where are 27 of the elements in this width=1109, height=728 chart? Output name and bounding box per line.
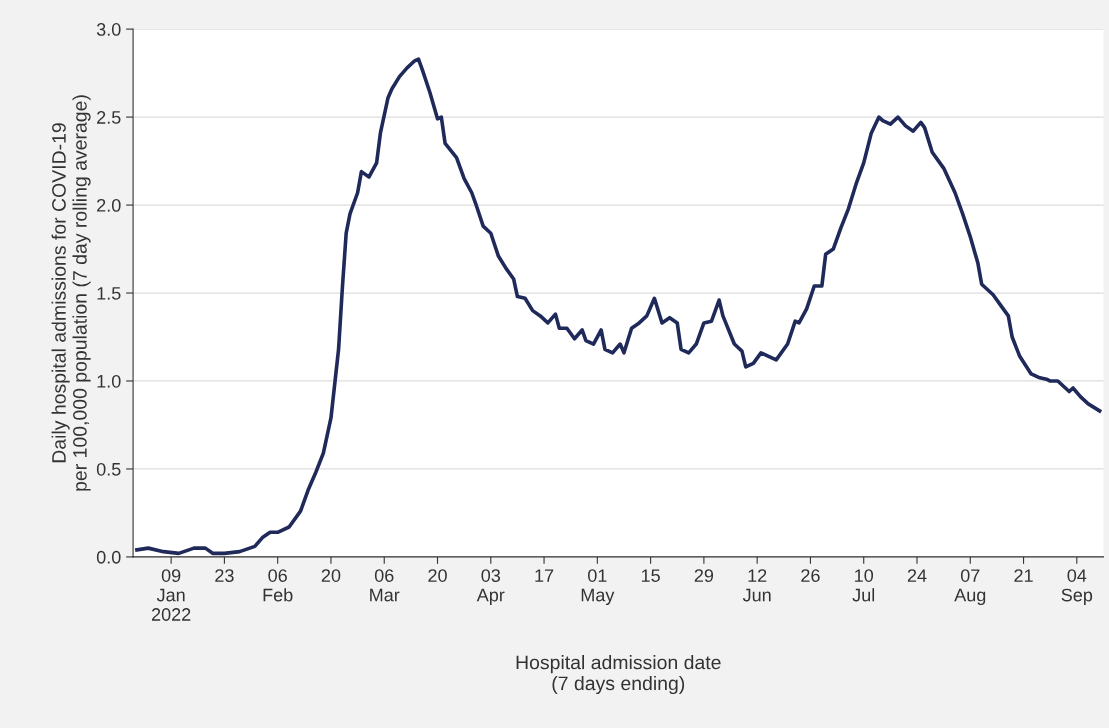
x-tick-label: 09 Jan 2022 [151, 569, 191, 621]
x-tick-label: 12 Jun [742, 569, 771, 602]
x-tick-label: 26 [801, 569, 820, 582]
x-tick-label: 10 Jul [852, 569, 875, 602]
y-tick-label: 0.5 [96, 462, 121, 476]
x-tick-label: 20 [321, 569, 341, 582]
y-tick-label: 2.0 [97, 198, 121, 212]
x-tick-label: 15 [641, 569, 660, 582]
x-tick-label: 23 [215, 569, 234, 582]
y-tick-label: 0.0 [96, 550, 121, 564]
x-tick-label: 07 Aug [954, 569, 986, 605]
x-axis-title: Hospital admission date (7 days ending) [516, 655, 721, 695]
x-tick-label: 24 [907, 569, 927, 582]
x-tick-label: 03 Apr [476, 569, 505, 605]
y-axis-title: Daily hospital admissions for COVID-19 per 100,000 population (7 day rolling average) [51, 95, 91, 491]
x-tick-label: 21 [1014, 569, 1033, 582]
x-tick-label: 06 Feb [263, 569, 293, 602]
y-tick-label: 1.5 [97, 287, 121, 300]
x-tick-label: 04 Sep [1061, 569, 1093, 605]
x-tick-label: 06 Mar [370, 569, 400, 602]
y-tick-label: 3.0 [96, 23, 121, 36]
x-tick-label: 17 [535, 569, 554, 582]
y-tick-label: 2.5 [97, 111, 121, 124]
x-tick-label: 01 May [581, 569, 615, 605]
x-tick-label: 29 [694, 569, 714, 582]
x-tick-label: 20 [428, 569, 447, 582]
y-tick-label: 1.0 [97, 374, 121, 388]
